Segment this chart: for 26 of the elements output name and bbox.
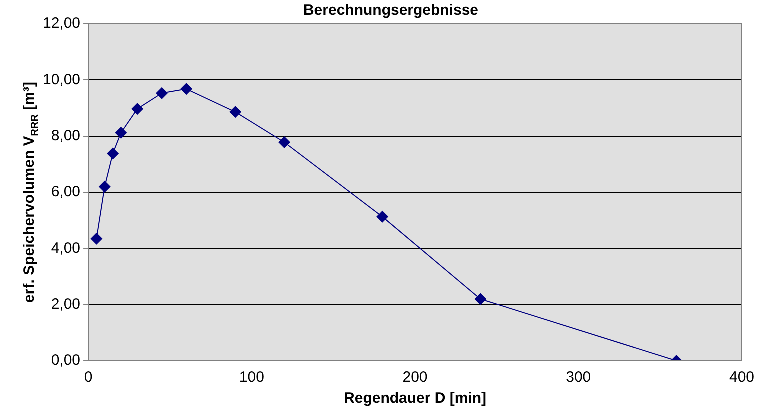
point [278,136,291,149]
y-tick-label: 4,00 [51,240,81,257]
y-axis-title: erf. Speichervolumen VRRR [m³] [21,82,41,303]
point [132,103,144,116]
point [156,87,168,100]
x-tick-label: 100 [239,369,264,386]
point [230,106,242,118]
x-axis-title: Regendauer D [min] [344,390,487,408]
chart-title: Berechnungsergebnisse [303,2,479,20]
y-tick-label: 6,00 [51,184,81,201]
y-tick-label: 0,00 [51,352,81,370]
y-tick-label: 2,00 [51,296,81,313]
point [115,126,128,139]
x-tick-label: 200 [402,369,428,386]
y-tick-label: 8,00 [51,127,81,144]
point [90,232,103,245]
point [180,83,193,96]
point [376,210,389,223]
x-tick-label: 0 [84,369,93,386]
x-tick-label: 300 [566,369,592,386]
point [107,148,120,160]
point [98,180,111,193]
point [474,293,487,306]
y-tick-label: 10,00 [42,71,81,88]
x-tick-label: 400 [729,369,755,386]
y-tick-label: 12,00 [42,15,81,32]
